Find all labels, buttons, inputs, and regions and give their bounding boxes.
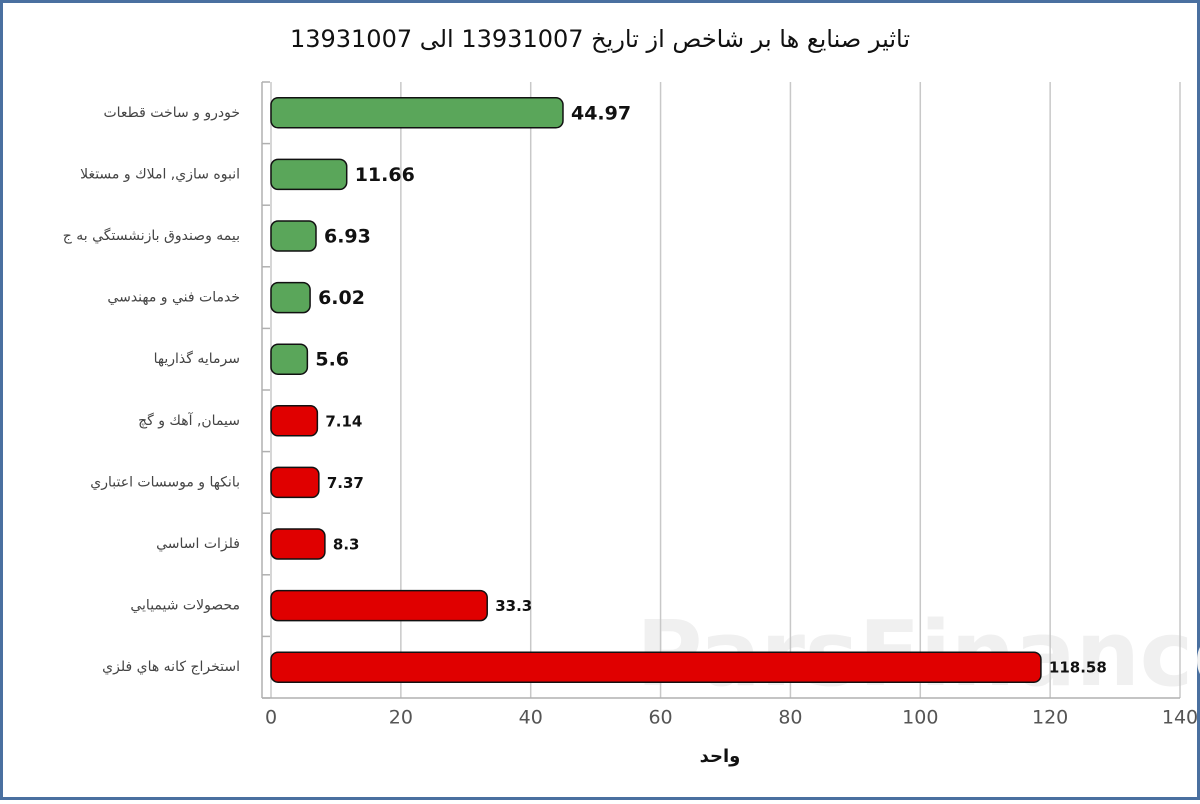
bar	[270, 651, 1042, 683]
x-tick-label: 100	[902, 707, 938, 729]
x-tick-label: 80	[778, 707, 802, 729]
y-tick-label: سيمان, آهك و گچ	[138, 412, 240, 429]
y-tick-label: خودرو و ساخت قطعات	[103, 105, 240, 121]
bar	[270, 158, 348, 191]
bar	[270, 528, 326, 560]
value-label: 7.37	[327, 474, 364, 492]
value-label: 8.3	[333, 536, 360, 554]
value-label: 44.97	[571, 102, 631, 124]
x-axis-label: واحد	[700, 746, 741, 767]
x-tick-label: 140	[1162, 707, 1198, 729]
bar	[270, 220, 317, 252]
value-label: 33.3	[495, 597, 532, 615]
y-tick-label: فلزات اساسي	[156, 536, 240, 552]
value-label: 5.6	[315, 349, 349, 371]
value-label: 7.14	[325, 412, 362, 430]
y-tick-label: بانكها و موسسات اعتباري	[90, 474, 240, 490]
y-tick-label: انبوه سازي, املاك و مستغلا	[80, 166, 240, 182]
x-tick-label: 40	[519, 707, 543, 729]
bar	[270, 466, 320, 499]
bar	[270, 97, 564, 129]
y-tick-label: خدمات فني و مهندسي	[107, 290, 240, 306]
y-tick-label: بيمه وصندوق بازنشستگي به ج	[63, 227, 240, 244]
chart-title: تاثیر صنایع ها بر شاخص از تاریخ 13931007…	[290, 25, 910, 53]
value-label: 6.02	[318, 287, 365, 309]
bar	[270, 281, 311, 314]
x-tick-label: 0	[265, 707, 277, 729]
y-tick-label: سرمايه گذاريها	[154, 350, 240, 367]
bar	[270, 589, 488, 622]
value-label: 11.66	[355, 164, 415, 186]
y-tick-label: استخراج كانه هاي فلزي	[102, 659, 240, 675]
value-label: 6.93	[324, 226, 371, 248]
x-tick-label: 60	[648, 707, 672, 729]
bar	[270, 405, 319, 437]
value-label: 118.58	[1049, 659, 1107, 677]
bar	[270, 343, 309, 375]
x-tick-label: 120	[1032, 707, 1068, 729]
y-tick-label: محصولات شيميايي	[130, 598, 240, 614]
x-tick-label: 20	[389, 707, 413, 729]
